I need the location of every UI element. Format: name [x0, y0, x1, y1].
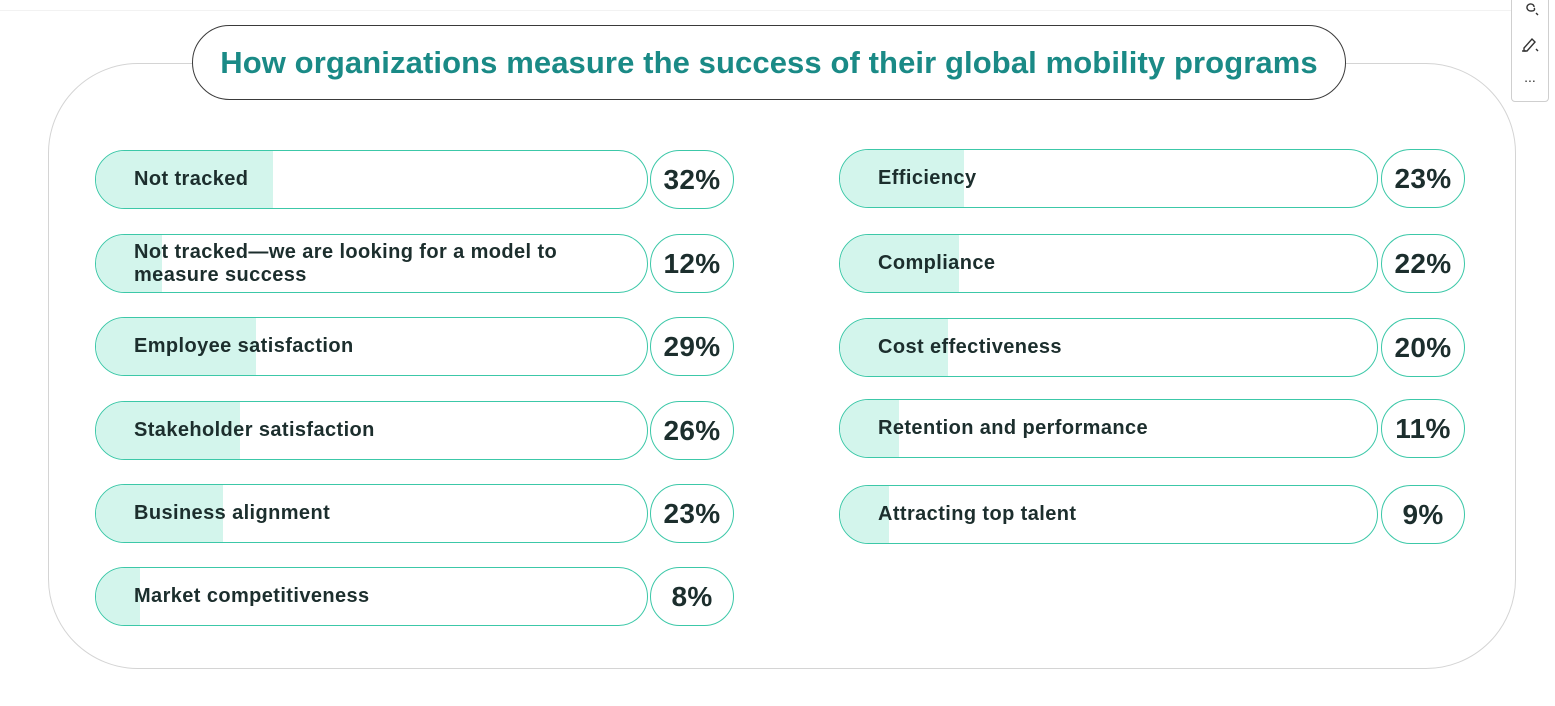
value-label-7: 22%: [1381, 234, 1465, 293]
bar-fill-5: [96, 568, 141, 625]
value-label-3: 26%: [650, 401, 734, 460]
value-label-0: 32%: [650, 150, 734, 209]
bar-label-3: Stakeholder satisfaction: [134, 419, 375, 441]
bar-fill-9: [840, 400, 900, 457]
bar-1: Not tracked—we are looking for a model t…: [95, 234, 648, 293]
bar-label-1: Not tracked—we are looking for a model t…: [134, 240, 558, 286]
chart-title: How organizations measure the success of…: [220, 44, 1318, 80]
bar-fill-3: [96, 402, 240, 459]
value-label-2: 29%: [650, 317, 734, 376]
bar-fill-8: [840, 319, 948, 376]
bar-label-7: Compliance: [878, 252, 996, 274]
bar-fill-7: [840, 235, 959, 292]
background-line: [0, 0, 1540, 11]
bar-3: Stakeholder satisfaction: [95, 401, 648, 460]
pen-icon[interactable]: [1512, 35, 1548, 57]
bar-label-8: Cost effectiveness: [878, 336, 1062, 358]
bar-7: Compliance: [839, 234, 1378, 293]
value-label-10: 9%: [1381, 485, 1465, 544]
chart-title-pill: How organizations measure the success of…: [192, 25, 1346, 100]
value-label-9: 11%: [1381, 399, 1465, 458]
bar-fill-1: [96, 235, 163, 292]
bar-8: Cost effectiveness: [839, 318, 1378, 377]
bar-label-10: Attracting top talent: [878, 503, 1077, 525]
value-label-1: 12%: [650, 234, 734, 293]
bar-label-2: Employee satisfaction: [134, 335, 354, 357]
loop-icon[interactable]: [1512, 1, 1548, 21]
value-label-8: 20%: [1381, 318, 1465, 377]
value-label-4: 23%: [650, 484, 734, 543]
bar-fill-6: [840, 150, 964, 207]
value-label-6: 23%: [1381, 149, 1465, 208]
bar-0: Not tracked: [95, 150, 648, 209]
bar-4: Business alignment: [95, 484, 648, 543]
annotation-toolbar: ...: [1511, 0, 1549, 102]
bar-fill-10: [840, 486, 889, 543]
bar-2: Employee satisfaction: [95, 317, 648, 376]
bar-6: Efficiency: [839, 149, 1378, 208]
bar-fill-0: [96, 151, 273, 208]
bar-fill-4: [96, 485, 224, 542]
bar-5: Market competitiveness: [95, 567, 648, 626]
bar-10: Attracting top talent: [839, 485, 1378, 544]
value-label-5: 8%: [650, 567, 734, 626]
bar-label-5: Market competitiveness: [134, 585, 370, 607]
bar-label-0: Not tracked: [134, 168, 249, 190]
bar-fill-2: [96, 318, 257, 375]
more-options-button[interactable]: ...: [1524, 69, 1536, 85]
bar-label-6: Efficiency: [878, 167, 977, 189]
bar-9: Retention and performance: [839, 399, 1378, 458]
bar-label-9: Retention and performance: [878, 417, 1149, 439]
bar-label-4: Business alignment: [134, 502, 331, 524]
